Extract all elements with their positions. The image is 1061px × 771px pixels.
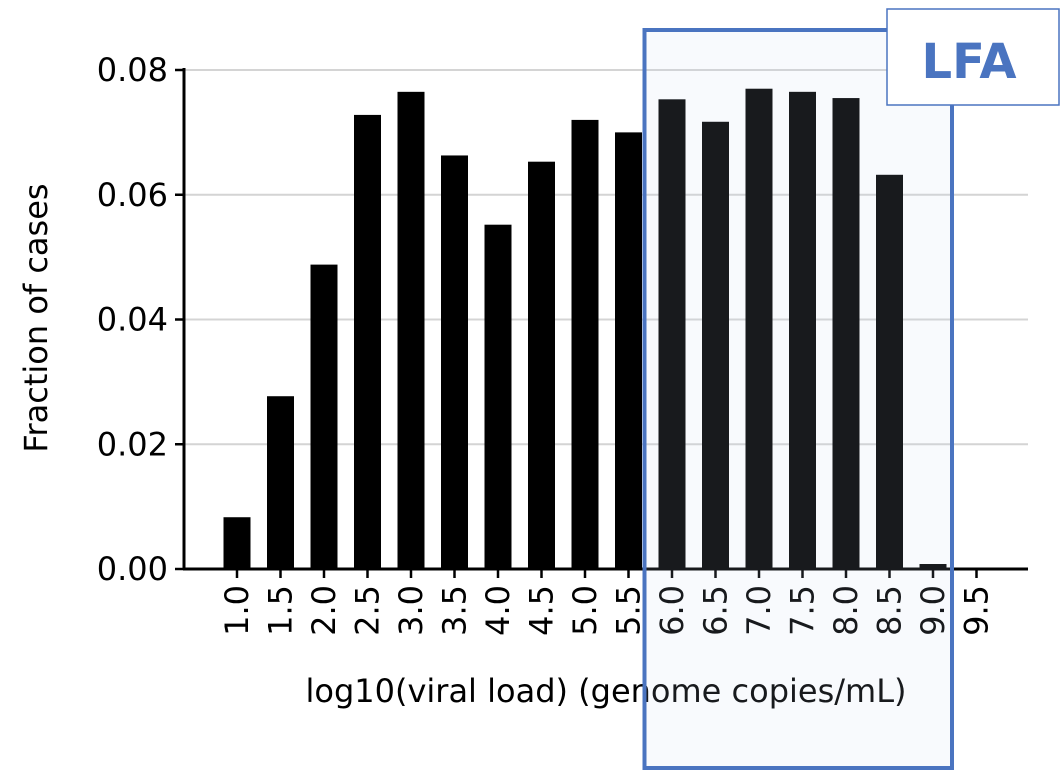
x-tick-label: 2.5 (349, 585, 387, 636)
y-tick-label: 0.04 (97, 301, 168, 339)
x-ticks: 1.0 1.5 2.0 2.5 3.0 3.5 4.0 4.5 5.0 5.5 6.0 6.5 7.0 7… (218, 569, 996, 636)
bar-4.5 (528, 161, 555, 569)
x-tick-label: 1.0 (218, 585, 256, 636)
x-tick-label: 9.5 (958, 585, 996, 636)
bar-4.0 (484, 224, 512, 569)
x-tick-label: 8.0 (827, 585, 865, 636)
bar-1.0 (223, 517, 251, 569)
bar-1.5 (267, 396, 294, 569)
bar-6.0 (658, 99, 686, 569)
x-tick-label: 2.0 (305, 585, 343, 636)
bar-8.5 (876, 174, 903, 570)
x-tick-label: 1.5 (262, 585, 300, 636)
bar-9.0 (919, 564, 947, 569)
x-axis-label: log10(viral load) (genome copies/mL) (305, 672, 906, 710)
x-tick-label: 8.5 (871, 585, 909, 636)
y-tick-label: 0.00 (97, 550, 168, 588)
bar-6.5 (702, 121, 729, 570)
x-tick-label: 5.5 (610, 585, 648, 636)
bar-2.0 (310, 264, 338, 569)
lfa-region (642, 28, 954, 770)
lfa-label: LFA (921, 34, 1016, 90)
x-tick-label: 3.0 (392, 585, 430, 636)
y-tick-label: 0.08 (97, 51, 168, 89)
x-tick-label: 4.0 (479, 585, 517, 636)
bar-3.0 (397, 91, 425, 570)
bar-7.5 (789, 91, 816, 570)
x-tick-label: 7.5 (784, 585, 822, 636)
bar-5.0 (571, 119, 599, 570)
y-tick-label: 0.02 (97, 425, 168, 463)
bar-8.0 (832, 98, 860, 569)
y-axis-label: Fraction of cases (17, 183, 55, 452)
y-tick-label: 0.06 (97, 176, 168, 214)
lfa-highlight-region: LFA (642, 8, 1060, 770)
bars (223, 88, 947, 570)
x-tick-label: 5.0 (566, 585, 604, 636)
y-ticks: 0.00 0.02 0.04 0.06 0.08 (97, 51, 184, 588)
bar-3.5 (441, 155, 468, 570)
x-tick-label: 9.0 (914, 585, 952, 636)
bar-7.0 (745, 88, 773, 570)
x-tick-label: 6.5 (697, 585, 735, 636)
lfa-label-box (886, 8, 1060, 106)
x-tick-label: 4.5 (523, 585, 561, 636)
x-tick-label: 7.0 (740, 585, 778, 636)
bar-5.5 (615, 132, 642, 569)
x-tick-label: 6.0 (653, 585, 691, 636)
x-tick-label: 3.5 (436, 585, 474, 636)
bar-2.5 (354, 114, 381, 569)
